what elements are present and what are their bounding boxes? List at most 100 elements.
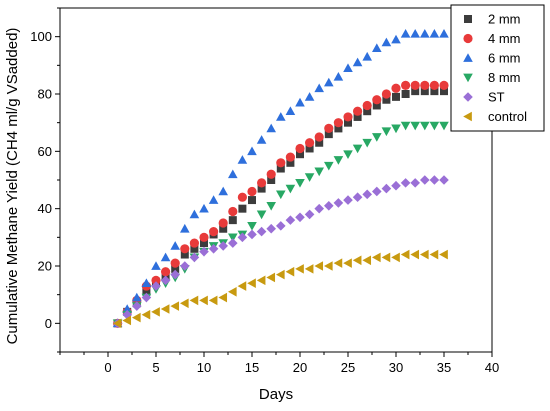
data-point-6-mm (189, 209, 200, 219)
data-point-6-mm (391, 34, 401, 44)
data-point-2-mm (420, 87, 429, 96)
data-point-control (266, 272, 276, 283)
series-control (112, 249, 448, 329)
data-point-4-mm (305, 138, 315, 148)
data-point-6-mm (429, 29, 440, 38)
data-point-6-mm (381, 37, 392, 47)
data-point-6-mm (352, 57, 363, 67)
axes: 0 5 10 15 20 25 30 35 40 0 20 40 60 80 100 (30, 7, 499, 375)
legend-marker (463, 53, 473, 62)
y-tick-label: 80 (38, 87, 52, 102)
data-point-control (343, 258, 352, 268)
data-point-8-mm (410, 121, 420, 131)
data-point-4-mm (237, 192, 247, 202)
data-point-st (362, 189, 372, 200)
data-point-st (151, 281, 161, 291)
data-point-st (276, 221, 286, 231)
data-point-2-mm (248, 196, 256, 205)
data-point-st (295, 212, 305, 223)
data-point-8-mm (391, 124, 401, 134)
data-point-4-mm (391, 83, 401, 93)
data-point-st (237, 232, 248, 243)
data-point-control (112, 318, 122, 329)
legend-marker (463, 73, 473, 83)
data-point-8-mm (266, 201, 276, 211)
data-point-control (189, 295, 199, 306)
y-tick-label: 20 (38, 259, 52, 274)
data-point-2-mm (401, 90, 410, 98)
data-point-st (247, 229, 257, 240)
data-point-8-mm (381, 127, 392, 137)
data-point-6-mm (122, 304, 132, 313)
data-point-2-mm (382, 95, 391, 104)
data-point-4-mm (353, 106, 363, 116)
data-point-4-mm (381, 89, 391, 99)
data-point-2-mm (200, 239, 208, 248)
data-point-2-mm (411, 87, 420, 96)
data-point-4-mm (257, 178, 267, 188)
data-point-6-mm (420, 29, 430, 38)
data-point-control (208, 295, 218, 306)
data-point-control (352, 255, 362, 266)
data-point-control (256, 275, 266, 286)
data-point-8-mm (324, 161, 334, 171)
data-point-st (266, 223, 276, 234)
data-point-8-mm (362, 138, 372, 148)
y-tick-label: 40 (38, 201, 52, 216)
legend-box (450, 4, 545, 132)
data-point-2-mm (334, 124, 343, 133)
x-tick-label: 15 (245, 360, 259, 375)
data-point-8-mm (333, 156, 344, 165)
data-point-8-mm (276, 190, 286, 200)
data-point-6-mm (132, 292, 142, 302)
data-point-st (132, 301, 142, 311)
data-point-2-mm (257, 184, 266, 193)
data-point-4-mm (295, 143, 305, 154)
data-point-st (199, 246, 209, 257)
data-point-6-mm (228, 169, 238, 179)
data-point-8-mm (352, 144, 363, 154)
data-point-st (180, 261, 190, 271)
x-tick-label: 5 (152, 360, 159, 375)
data-point-4-mm (151, 275, 161, 285)
data-point-6-mm (362, 51, 372, 61)
data-point-4-mm (276, 158, 286, 168)
data-point-4-mm (420, 80, 430, 90)
data-point-4-mm (228, 206, 238, 217)
data-point-6-mm (304, 92, 315, 101)
data-point-control (420, 249, 429, 260)
data-point-st (256, 226, 267, 237)
data-point-4-mm (285, 152, 295, 162)
data-marks (112, 29, 449, 329)
data-point-control (362, 255, 372, 266)
data-point-2-mm (238, 204, 247, 213)
data-point-st (314, 203, 324, 214)
legend-label: 2 mm (488, 12, 521, 27)
data-point-4-mm (372, 95, 382, 105)
data-point-6-mm (199, 203, 209, 213)
data-point-2-mm (190, 244, 199, 253)
data-point-2-mm (353, 112, 362, 121)
data-point-2-mm (305, 144, 314, 153)
data-point-2-mm (142, 287, 151, 296)
data-point-control (151, 307, 160, 317)
data-point-control (372, 252, 381, 263)
data-point-control (400, 249, 410, 260)
data-point-st (400, 178, 411, 188)
data-point-st (285, 215, 296, 225)
data-point-6-mm (372, 43, 382, 52)
data-point-6-mm (439, 29, 449, 38)
data-point-2-mm (372, 101, 381, 110)
data-point-4-mm (266, 169, 276, 179)
data-point-st (333, 198, 344, 208)
data-point-2-mm (267, 176, 276, 184)
data-point-6-mm (410, 29, 420, 38)
data-point-4-mm (170, 258, 180, 268)
data-point-st (208, 244, 219, 254)
data-point-control (391, 252, 400, 263)
data-point-st (218, 241, 228, 251)
y-tick-label: 100 (30, 29, 52, 44)
data-point-4-mm (401, 80, 411, 90)
data-point-6-mm (343, 63, 353, 73)
data-point-6-mm (218, 186, 228, 196)
